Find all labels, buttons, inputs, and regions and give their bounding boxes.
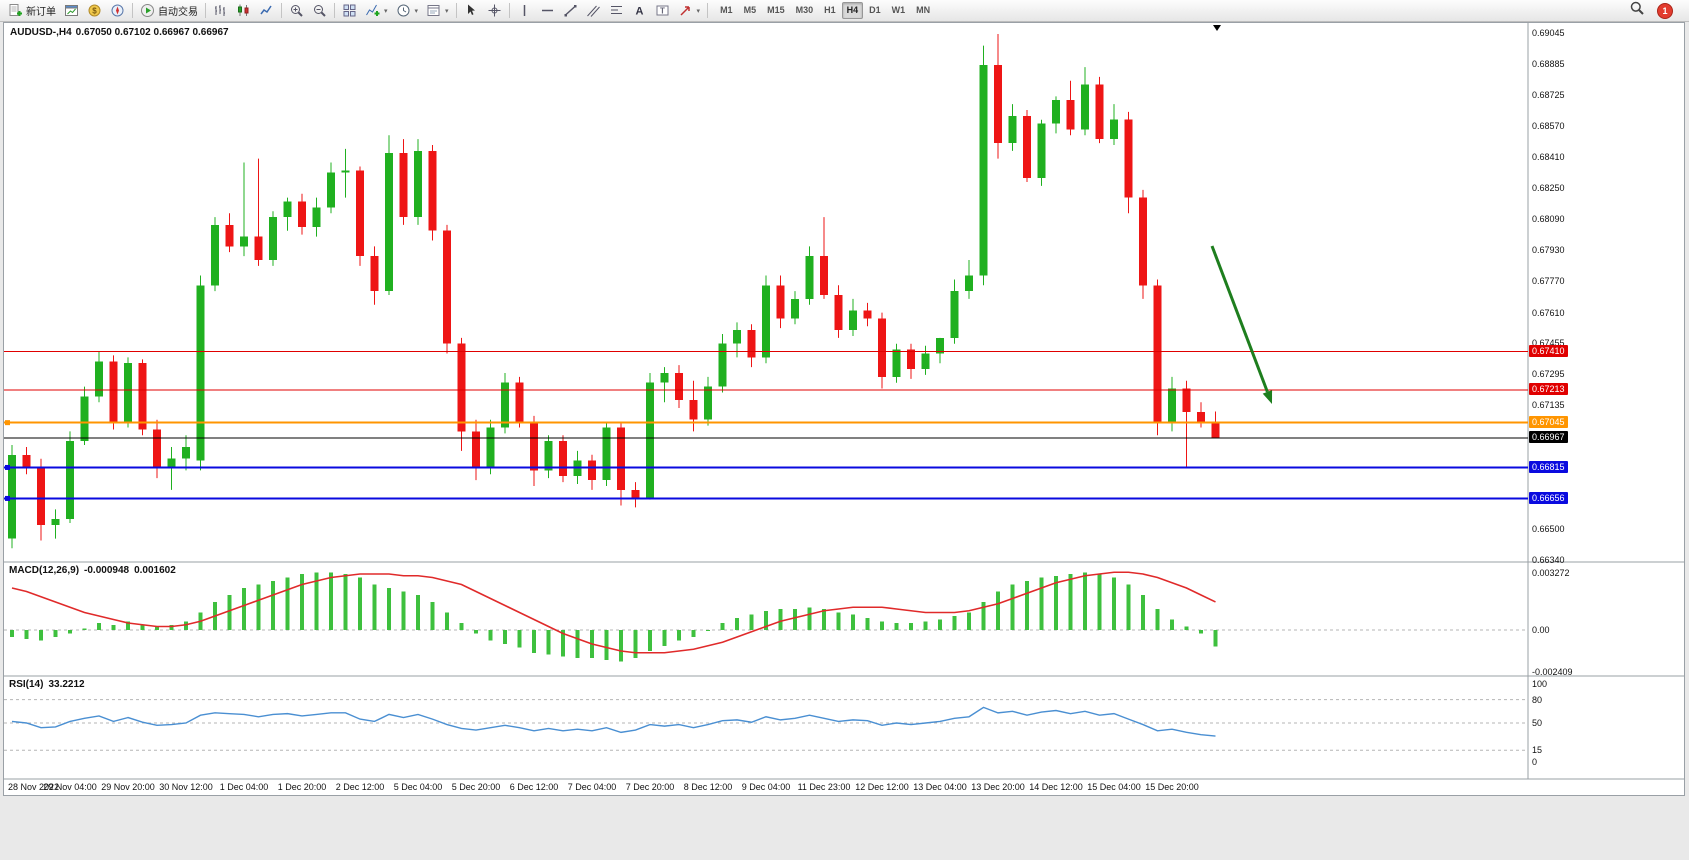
rsi-indicator-label: RSI(14) 33.2212 xyxy=(9,679,90,690)
vertical-line-icon xyxy=(517,3,532,18)
toolbar-separator xyxy=(205,3,206,18)
macd-main-value: -0.000948 xyxy=(84,565,130,576)
trendline-button[interactable] xyxy=(559,1,582,20)
svg-text:$: $ xyxy=(92,7,97,16)
trendline-icon xyxy=(563,3,578,18)
horizontal-line-icon xyxy=(540,3,555,18)
cursor-button[interactable] xyxy=(460,1,483,20)
chart-title: AUDUSD-,H4 0.67050 0.67102 0.66967 0.6696… xyxy=(10,27,233,38)
clock-icon xyxy=(396,3,411,18)
macd-indicator-label: MACD(12,26,9) -0.000948 0.001602 xyxy=(9,565,181,576)
vertical-line-button[interactable] xyxy=(513,1,536,20)
svg-text:A: A xyxy=(635,6,643,18)
arrow-tools-button[interactable]: ▾ xyxy=(674,1,705,20)
candlestick-chart-button[interactable] xyxy=(232,1,255,20)
chart-shift-marker-icon[interactable] xyxy=(1213,25,1221,31)
ohlc-values: 0.67050 0.67102 0.66967 0.66967 xyxy=(75,27,229,38)
label-button[interactable]: T xyxy=(651,1,674,20)
timeframe-group: M1 M5 M15 M30 H1 H4 D1 W1 MN xyxy=(715,2,935,19)
text-button[interactable]: A xyxy=(628,1,651,20)
tile-windows-button[interactable] xyxy=(338,1,361,20)
zoom-in-icon xyxy=(289,3,304,18)
indicators-icon xyxy=(365,3,380,18)
navigator-button[interactable] xyxy=(106,1,129,20)
line-chart-icon xyxy=(259,3,274,18)
label-icon: T xyxy=(655,3,670,18)
timeframe-button-h1[interactable]: H1 xyxy=(824,5,836,15)
horizontal-line-button[interactable] xyxy=(536,1,559,20)
toolbar-separator xyxy=(508,3,510,18)
indicators-button[interactable]: ▾ xyxy=(361,1,392,20)
zoom-out-button[interactable] xyxy=(308,1,331,20)
rsi-name: RSI(14) xyxy=(9,679,44,690)
line-chart-button[interactable] xyxy=(255,1,278,20)
toolbar-separator xyxy=(281,3,282,18)
svg-text:T: T xyxy=(660,7,665,16)
toolbar-separator xyxy=(455,3,457,18)
main-toolbar: 新订单 $ 自动交易 xyxy=(0,0,1689,22)
market-watch-icon: $ xyxy=(87,3,102,18)
macd-name: MACD(12,26,9) xyxy=(9,565,80,576)
new-order-label: 新订单 xyxy=(26,7,56,18)
fibonacci-icon xyxy=(609,3,624,18)
channel-icon xyxy=(586,3,601,18)
arrow-tools-icon xyxy=(678,3,693,18)
channel-button[interactable] xyxy=(582,1,605,20)
notification-badge[interactable]: 1 xyxy=(1657,2,1673,19)
new-order-button[interactable]: 新订单 xyxy=(4,1,60,20)
templates-button[interactable]: ▾ xyxy=(422,1,453,20)
cursor-icon xyxy=(464,3,479,18)
toolbar-right: 1 xyxy=(1629,0,1685,21)
search-icon[interactable] xyxy=(1629,0,1645,21)
chevron-down-icon: ▾ xyxy=(696,7,701,15)
chevron-down-icon: ▾ xyxy=(384,7,388,15)
chevron-down-icon: ▾ xyxy=(414,7,419,15)
market-watch-button[interactable]: $ xyxy=(83,1,106,20)
crosshair-button[interactable] xyxy=(483,1,506,20)
zoom-out-icon xyxy=(312,3,327,18)
candlestick-icon xyxy=(236,3,251,18)
macd-signal-value: 0.001602 xyxy=(134,565,176,576)
tile-windows-icon xyxy=(342,3,357,18)
timeframe-button-m30[interactable]: M30 xyxy=(795,5,814,15)
timeframe-button-w1[interactable]: W1 xyxy=(891,5,906,15)
navigator-icon xyxy=(110,3,125,18)
timeframe-button-m15[interactable]: M15 xyxy=(767,5,785,15)
rsi-value: 33.2212 xyxy=(48,679,85,690)
chart-window-icon xyxy=(64,3,79,18)
bar-chart-button[interactable] xyxy=(209,1,232,20)
timeframe-button-m1[interactable]: M1 xyxy=(720,5,733,15)
chart-window[interactable] xyxy=(3,22,1685,796)
autotrading-icon xyxy=(140,3,155,18)
autotrading-label: 自动交易 xyxy=(158,7,198,18)
periods-button[interactable]: ▾ xyxy=(392,1,423,20)
fibonacci-button[interactable] xyxy=(605,1,628,20)
template-icon xyxy=(426,3,441,18)
toolbar-separator xyxy=(132,3,133,18)
crosshair-icon xyxy=(487,3,502,18)
autotrading-button[interactable]: 自动交易 xyxy=(136,1,202,20)
chart-profile-button[interactable] xyxy=(60,1,83,20)
timeframe-button-mn[interactable]: MN xyxy=(916,5,931,15)
timeframe-button-h4[interactable]: H4 xyxy=(841,2,864,19)
toolbar-separator xyxy=(334,3,335,18)
zoom-in-button[interactable] xyxy=(285,1,308,20)
timeframe-button-d1[interactable]: D1 xyxy=(869,5,881,15)
symbol-timeframe-label: AUDUSD-,H4 xyxy=(10,27,72,38)
toolbar-separator xyxy=(707,3,709,18)
timeframe-button-m5[interactable]: M5 xyxy=(743,5,757,15)
text-icon: A xyxy=(632,3,647,18)
new-order-icon xyxy=(8,3,23,18)
bar-chart-icon xyxy=(213,3,228,18)
chevron-down-icon: ▾ xyxy=(445,7,449,15)
